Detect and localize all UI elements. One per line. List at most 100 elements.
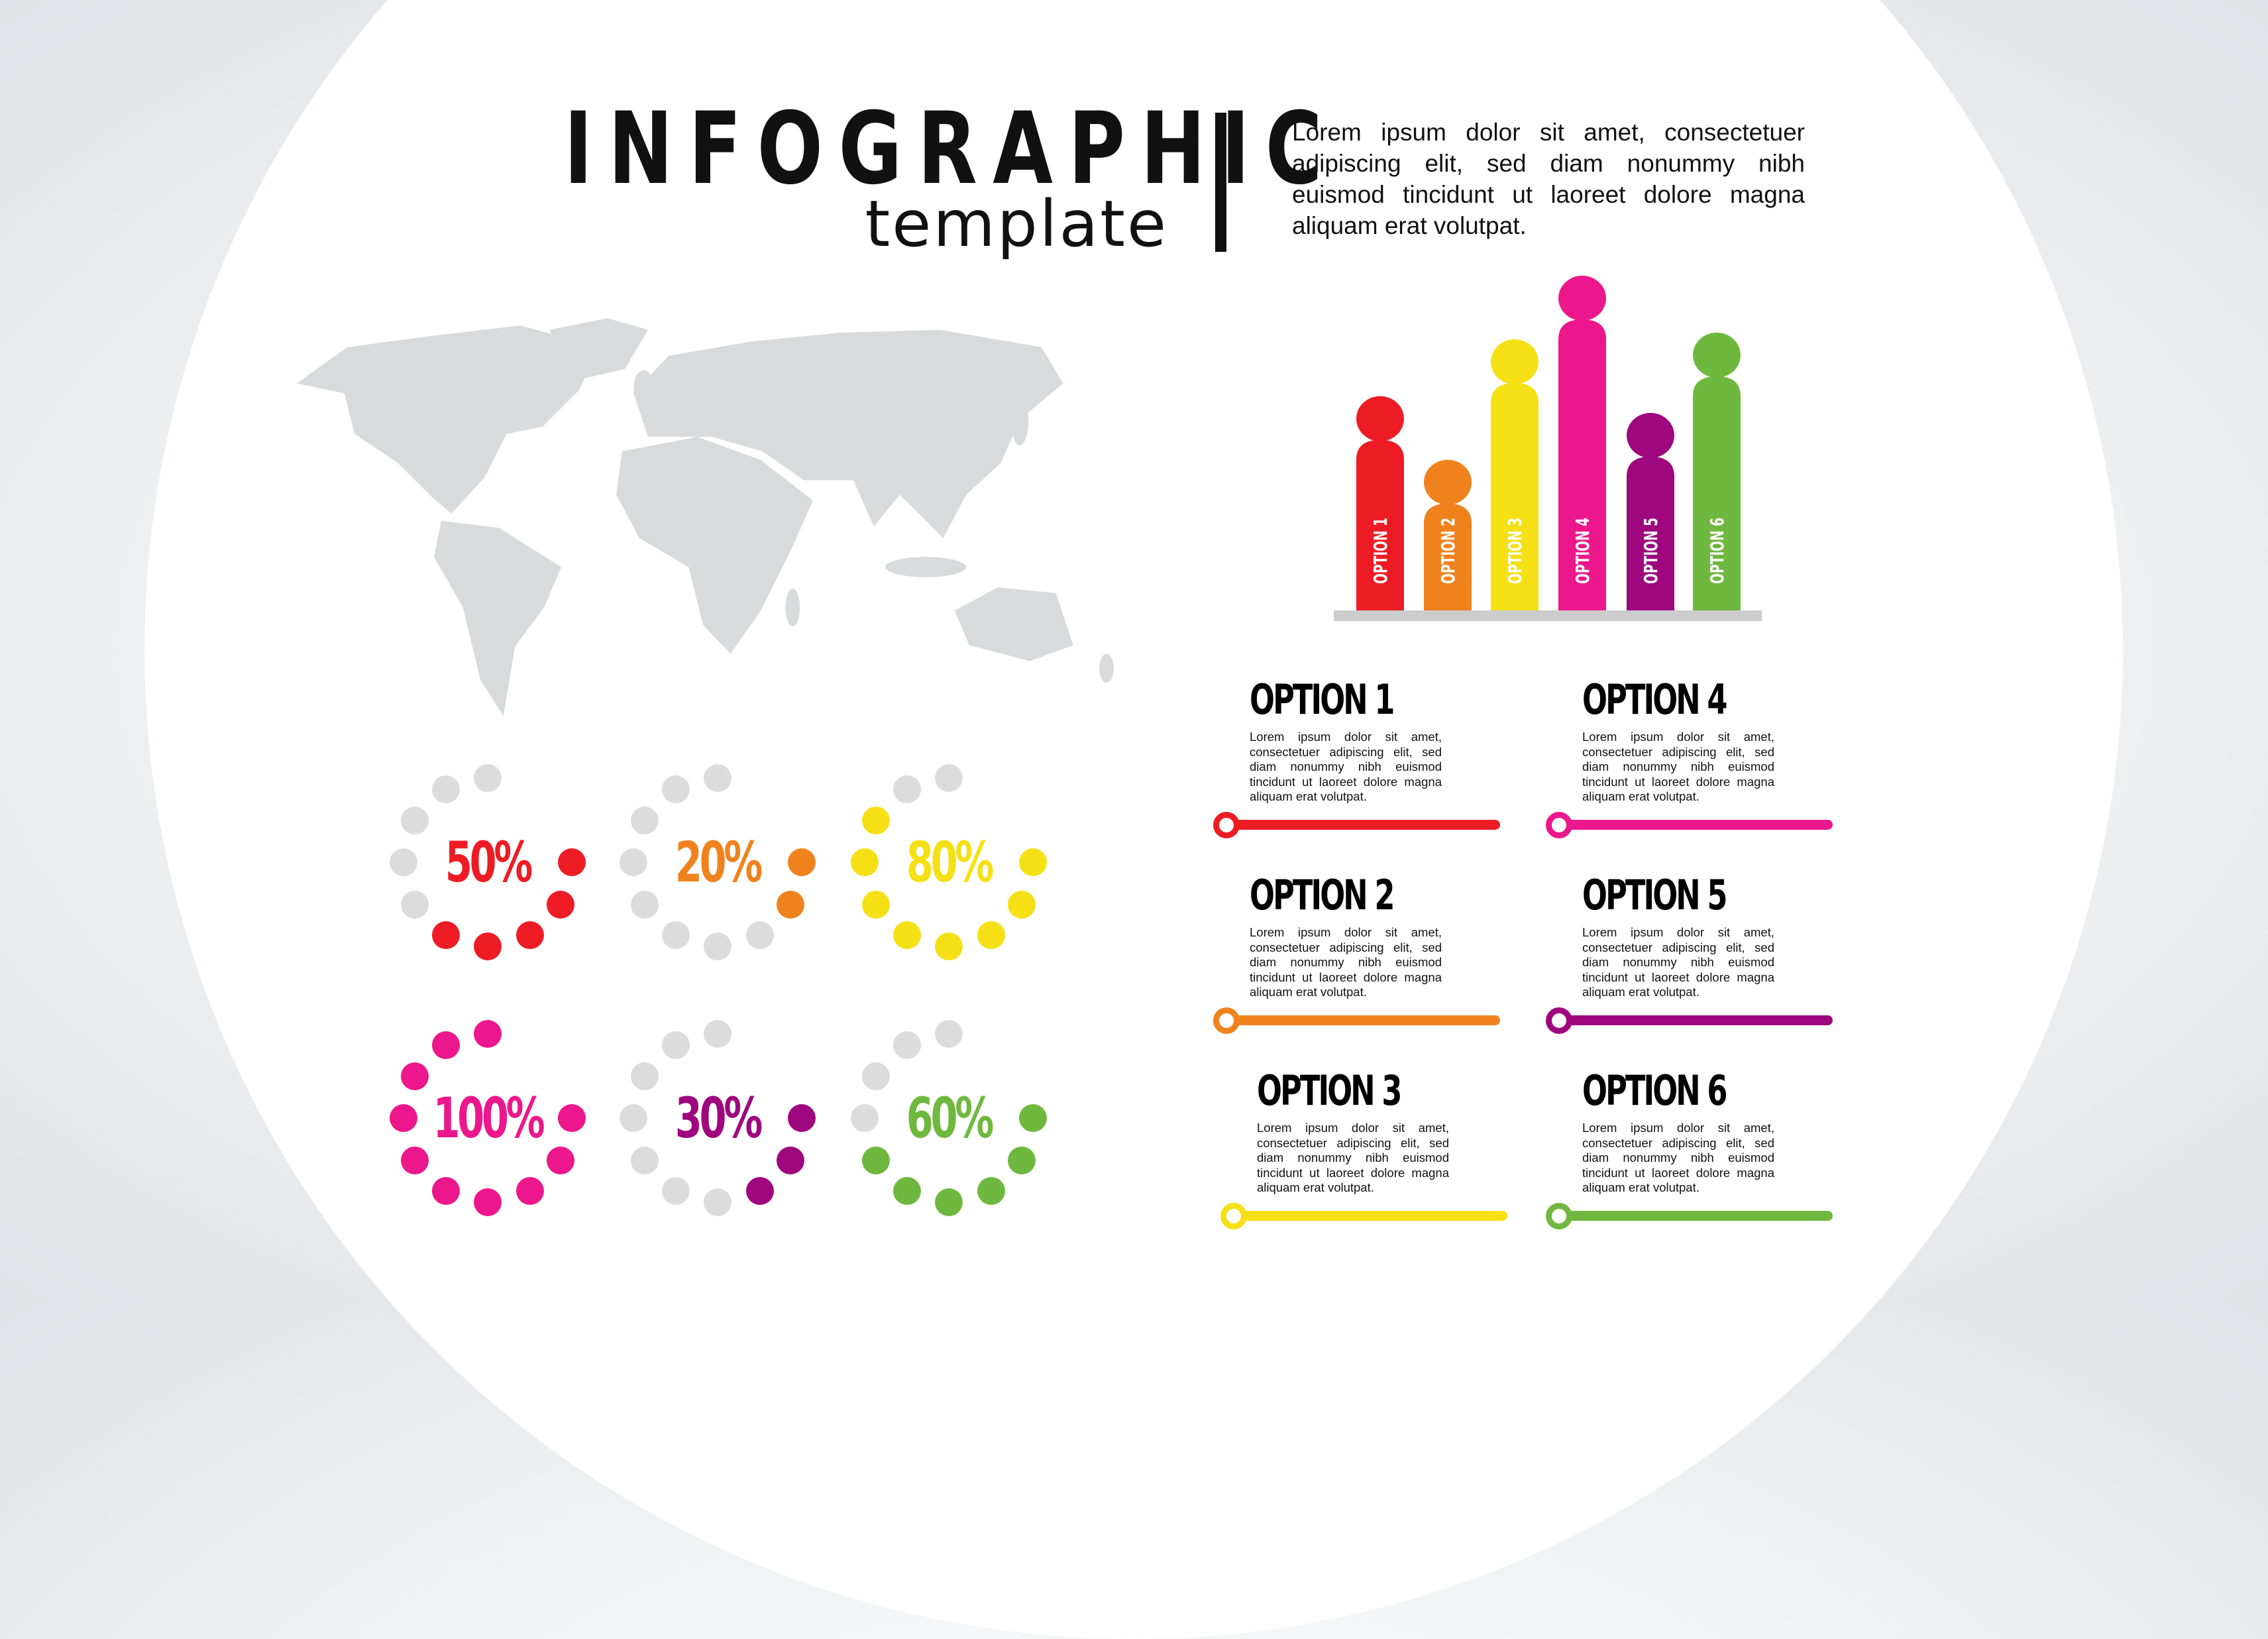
ring-dot-empty [401, 806, 429, 834]
ring-dot-filled [401, 1062, 429, 1090]
bar-head [1693, 332, 1741, 378]
bar-body [1693, 376, 1741, 610]
bar-label: OPTION 5 [1640, 518, 1662, 584]
ring-dot-empty [661, 921, 690, 949]
option-slider-4[interactable] [1546, 811, 1833, 838]
option-block-2: OPTION 2 Lorem ipsum dolor sit amet, con… [1250, 875, 1442, 1000]
option-slider-2[interactable] [1213, 1007, 1500, 1034]
ring-dot-filled [851, 848, 879, 876]
ring-dot-filled [474, 933, 502, 960]
bar-head [1356, 396, 1404, 441]
slider-knob[interactable] [1546, 1202, 1572, 1229]
bar-3: OPTION 3 [1491, 339, 1539, 610]
bar-4: OPTION 4 [1558, 276, 1606, 610]
ring-dot-empty [661, 1176, 690, 1205]
ring-dot-empty [474, 764, 502, 792]
world-map [296, 318, 1114, 716]
bar-label: OPTION 3 [1504, 518, 1526, 584]
option-block-6: OPTION 6 Lorem ipsum dolor sit amet, con… [1582, 1070, 1774, 1196]
option-text: Lorem ipsum dolor sit amet, consectetuer… [1250, 925, 1442, 999]
option-block-3: OPTION 3 Lorem ipsum dolor sit amet, con… [1257, 1070, 1449, 1196]
ring-dot-filled [546, 890, 574, 919]
option-text: Lorem ipsum dolor sit amet, consectetuer… [1582, 1121, 1774, 1194]
ring-dot-filled [1007, 1146, 1036, 1174]
ring-dot-filled [390, 1104, 417, 1132]
ring-dot-empty [401, 890, 429, 919]
ring-dot-empty [935, 1020, 963, 1048]
ring-dot-empty [431, 775, 460, 803]
ring-dot-filled [977, 1176, 1005, 1205]
option-slider-6[interactable] [1546, 1202, 1833, 1229]
bar-chart: OPTION 1 OPTION 2 OPTION 3 OPTION 4 OPTION 5… [1334, 276, 1762, 621]
intro-paragraph: Lorem ipsum dolor sit amet, consectetuer… [1292, 119, 1805, 239]
option-slider-1[interactable] [1213, 811, 1500, 838]
bar-head [1558, 276, 1606, 321]
ring-dot-empty [620, 1104, 647, 1132]
title-divider [1215, 113, 1226, 252]
bar-label: OPTION 1 [1370, 518, 1391, 584]
ring-dot-filled [546, 1146, 574, 1174]
ring-dot-filled [745, 1176, 774, 1205]
ring-dot-filled [776, 890, 804, 919]
ring-percent-label: 60% [906, 1086, 994, 1151]
ring-dot-filled [431, 1176, 460, 1205]
option-slider-5[interactable] [1546, 1007, 1833, 1034]
bar-label: OPTION 2 [1437, 518, 1459, 584]
map-north-america [296, 325, 594, 514]
ring-dot-filled [862, 1146, 890, 1174]
ring-dot-filled [977, 921, 1005, 949]
chart-baseline [1334, 610, 1762, 621]
bar-2: OPTION 2 [1424, 459, 1472, 610]
option-block-5: OPTION 5 Lorem ipsum dolor sit amet, con… [1582, 875, 1774, 1000]
ring-dot-empty [704, 933, 731, 960]
ring-dot-filled [892, 921, 921, 949]
option-slider-3[interactable] [1220, 1202, 1507, 1229]
ring-dot-empty [892, 1031, 921, 1059]
bar-5: OPTION 5 [1627, 413, 1674, 610]
map-japan [1010, 393, 1029, 446]
option-title: OPTION 3 [1257, 1066, 1402, 1115]
ring-percent-label: 80% [906, 830, 994, 895]
ring-dot-filled [431, 921, 460, 949]
bar-body [1627, 457, 1674, 610]
ring-dot-empty [704, 764, 731, 792]
ring-percent-label: 100% [433, 1086, 545, 1151]
bar-label: OPTION 4 [1572, 518, 1593, 584]
bar-body [1558, 319, 1606, 610]
ring-dot-filled [1019, 1104, 1047, 1132]
ring-dot-empty [631, 806, 659, 834]
map-eurasia [633, 329, 1063, 538]
ring-dot-filled [401, 1146, 429, 1174]
bar-1: OPTION 1 [1356, 396, 1404, 610]
bar-head [1627, 413, 1674, 459]
slider-knob[interactable] [1546, 1007, 1572, 1034]
slider-knob[interactable] [1220, 1202, 1247, 1229]
ring-dot-filled [1019, 848, 1047, 876]
option-text: Lorem ipsum dolor sit amet, consectetuer… [1582, 925, 1774, 999]
ring-dot-filled [862, 806, 890, 834]
ring-dot-filled [892, 1176, 921, 1205]
slider-knob[interactable] [1213, 1007, 1240, 1034]
ring-dot-empty [620, 848, 647, 876]
option-block-1: OPTION 1 Lorem ipsum dolor sit amet, con… [1250, 679, 1442, 805]
page-subtitle: template [865, 187, 1168, 261]
map-new-zealand [1099, 653, 1114, 683]
ring-dot-filled [776, 1146, 804, 1174]
ring-dot-filled [788, 848, 816, 876]
ring-dot-empty [631, 890, 659, 919]
slider-knob[interactable] [1213, 811, 1240, 838]
ring-dot-filled [862, 890, 890, 919]
ring-dot-filled [431, 1031, 460, 1059]
bar-head [1491, 339, 1539, 384]
slider-knob[interactable] [1546, 811, 1572, 838]
page-title: INFOGRAPHIC [564, 91, 1338, 207]
bar-body [1424, 503, 1472, 610]
option-title: OPTION 6 [1582, 1066, 1727, 1115]
ring-dot-filled [558, 1104, 586, 1132]
ring-dot-empty [851, 1104, 879, 1132]
ring-percent-label: 50% [445, 830, 533, 895]
ring-dot-empty [892, 775, 921, 803]
option-title: OPTION 1 [1250, 675, 1395, 724]
option-title: OPTION 5 [1582, 871, 1727, 919]
map-indonesia [885, 557, 967, 577]
